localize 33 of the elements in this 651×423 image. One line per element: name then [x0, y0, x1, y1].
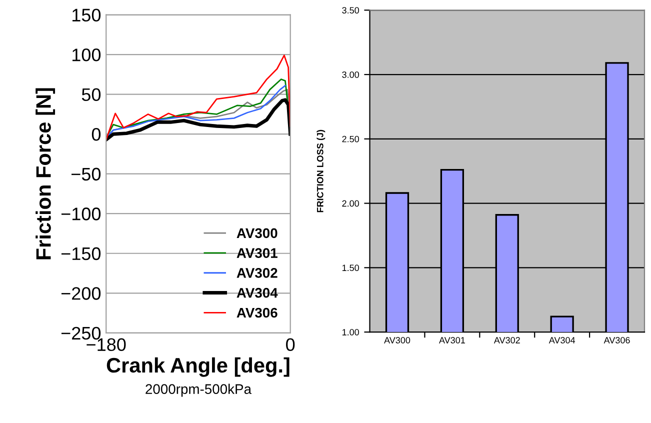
- y-tick-label: −150: [61, 247, 101, 260]
- y-tick-label: −250: [61, 326, 101, 340]
- legend-label: AV301: [236, 248, 278, 258]
- line-series: [106, 98, 290, 142]
- text: 2000rpm-500kPa: [146, 384, 252, 397]
- y-tick-label: −200: [61, 287, 101, 300]
- legend-label: AV306: [236, 308, 278, 318]
- x-tick-label: AV302: [494, 337, 520, 344]
- x-tick-label: AV301: [438, 337, 465, 344]
- legend-label: AV300: [236, 228, 278, 238]
- y-tick-label: 1.00: [342, 329, 359, 336]
- x-tick-label: AV306: [604, 337, 630, 344]
- x-tick-label: AV300: [384, 337, 410, 344]
- y-tick-label: 0: [92, 128, 101, 141]
- x-tick-label: AV304: [548, 337, 576, 344]
- y-tick-label: 2.00: [342, 200, 359, 207]
- x-tick-label: −180: [86, 338, 126, 352]
- y-tick-label: 100: [72, 48, 101, 62]
- x-axis-title: Crank Angle [deg.]: [106, 357, 290, 377]
- y-tick-label: 1.50: [342, 264, 359, 272]
- y-tick-label: 2.50: [342, 136, 359, 142]
- y-tick-label: 150: [72, 8, 101, 22]
- y-tick-label: −100: [61, 208, 101, 220]
- line-series: [106, 54, 290, 140]
- y-axis-title: FRICTION LOSS (J): [316, 130, 326, 212]
- x-tick-label: 0: [286, 338, 295, 352]
- legend-label: AV304: [236, 288, 278, 298]
- y-axis-title: Friction Force [N]: [36, 88, 56, 260]
- y-tick-label: −50: [72, 168, 101, 181]
- y-tick-label: 3.00: [342, 72, 359, 78]
- legend-label: AV302: [236, 268, 278, 278]
- y-tick-label: 3.50: [342, 7, 359, 14]
- y-tick-label: 50: [82, 88, 101, 102]
